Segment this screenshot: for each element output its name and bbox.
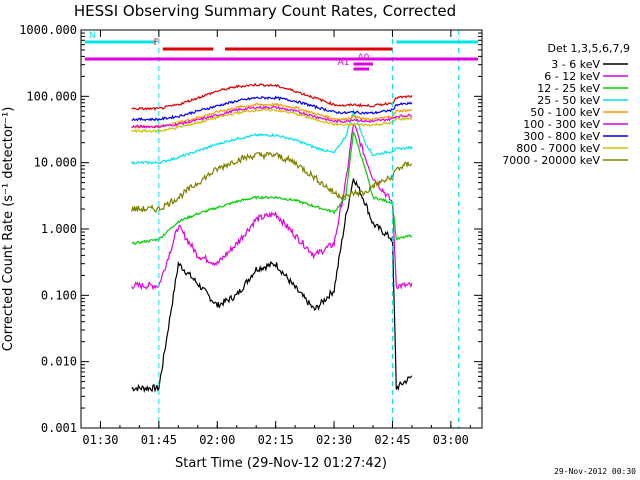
x-tick-label: 02:15: [258, 433, 294, 447]
x-axis-label: Start Time (29-Nov-12 01:27:42): [175, 456, 387, 471]
axis-layer: 01:30 01:45 02:00 02:15 02:30 02:45 03:00 0.001…: [19, 23, 482, 447]
flag-label: N: [89, 31, 96, 41]
flag-label: F: [154, 38, 159, 48]
series-line: [131, 105, 412, 129]
series-line: [131, 131, 413, 246]
flag-layer: NFA0A1: [84, 31, 479, 71]
series-line: [131, 122, 413, 291]
timestamp: 29-Nov-2012 00:30: [554, 467, 636, 476]
chart-title: HESSI Observing Summary Count Rates, Cor…: [74, 2, 456, 20]
y-tick-label: 1000.000: [19, 23, 77, 37]
x-tick-label: 02:30: [316, 433, 352, 447]
plot-frame: [80, 29, 483, 429]
legend-entry: 12 - 25 keV: [537, 82, 600, 95]
y-tick-label: 0.100: [41, 288, 77, 302]
marker-layer: [158, 30, 460, 428]
y-tick-label: 0.001: [41, 421, 77, 435]
series-line: [131, 82, 413, 112]
y-tick-label: 1.000: [41, 222, 77, 236]
legend-entry: 6 - 12 keV: [544, 70, 600, 83]
legend-title: Det 1,3,5,6,7,9: [547, 42, 630, 55]
legend-entry: 300 - 800 keV: [523, 130, 600, 143]
x-tick-label: 02:00: [199, 433, 235, 447]
series-line: [131, 107, 413, 134]
y-axis-label: Corrected Count Rate (s⁻¹ detector⁻¹): [1, 107, 16, 352]
flag-label: A1: [338, 58, 350, 68]
x-tick-label: 01:30: [82, 433, 118, 447]
legend-entry: 100 - 300 keV: [523, 118, 600, 131]
legend-entry: 800 - 7000 keV: [516, 142, 600, 155]
x-tick-label: 02:45: [374, 433, 410, 447]
legend-entry: 7000 - 20000 keV: [502, 154, 600, 167]
legend-entry: 25 - 50 keV: [537, 94, 600, 107]
y-tick-label: 10.000: [34, 156, 77, 170]
x-tick-label: 03:00: [433, 433, 469, 447]
series-line: [131, 95, 413, 122]
legend-entry: 3 - 6 keV: [551, 58, 600, 71]
series-line: [131, 102, 413, 130]
y-tick-label: 100.000: [26, 89, 77, 103]
y-tick-label: 0.010: [41, 355, 77, 369]
x-tick-label: 01:45: [141, 433, 177, 447]
series-line: [131, 108, 413, 165]
series-line: [131, 178, 413, 394]
legend-entry: 50 - 100 keV: [530, 106, 600, 119]
series-line: [131, 151, 413, 213]
series-layer: [131, 82, 413, 394]
